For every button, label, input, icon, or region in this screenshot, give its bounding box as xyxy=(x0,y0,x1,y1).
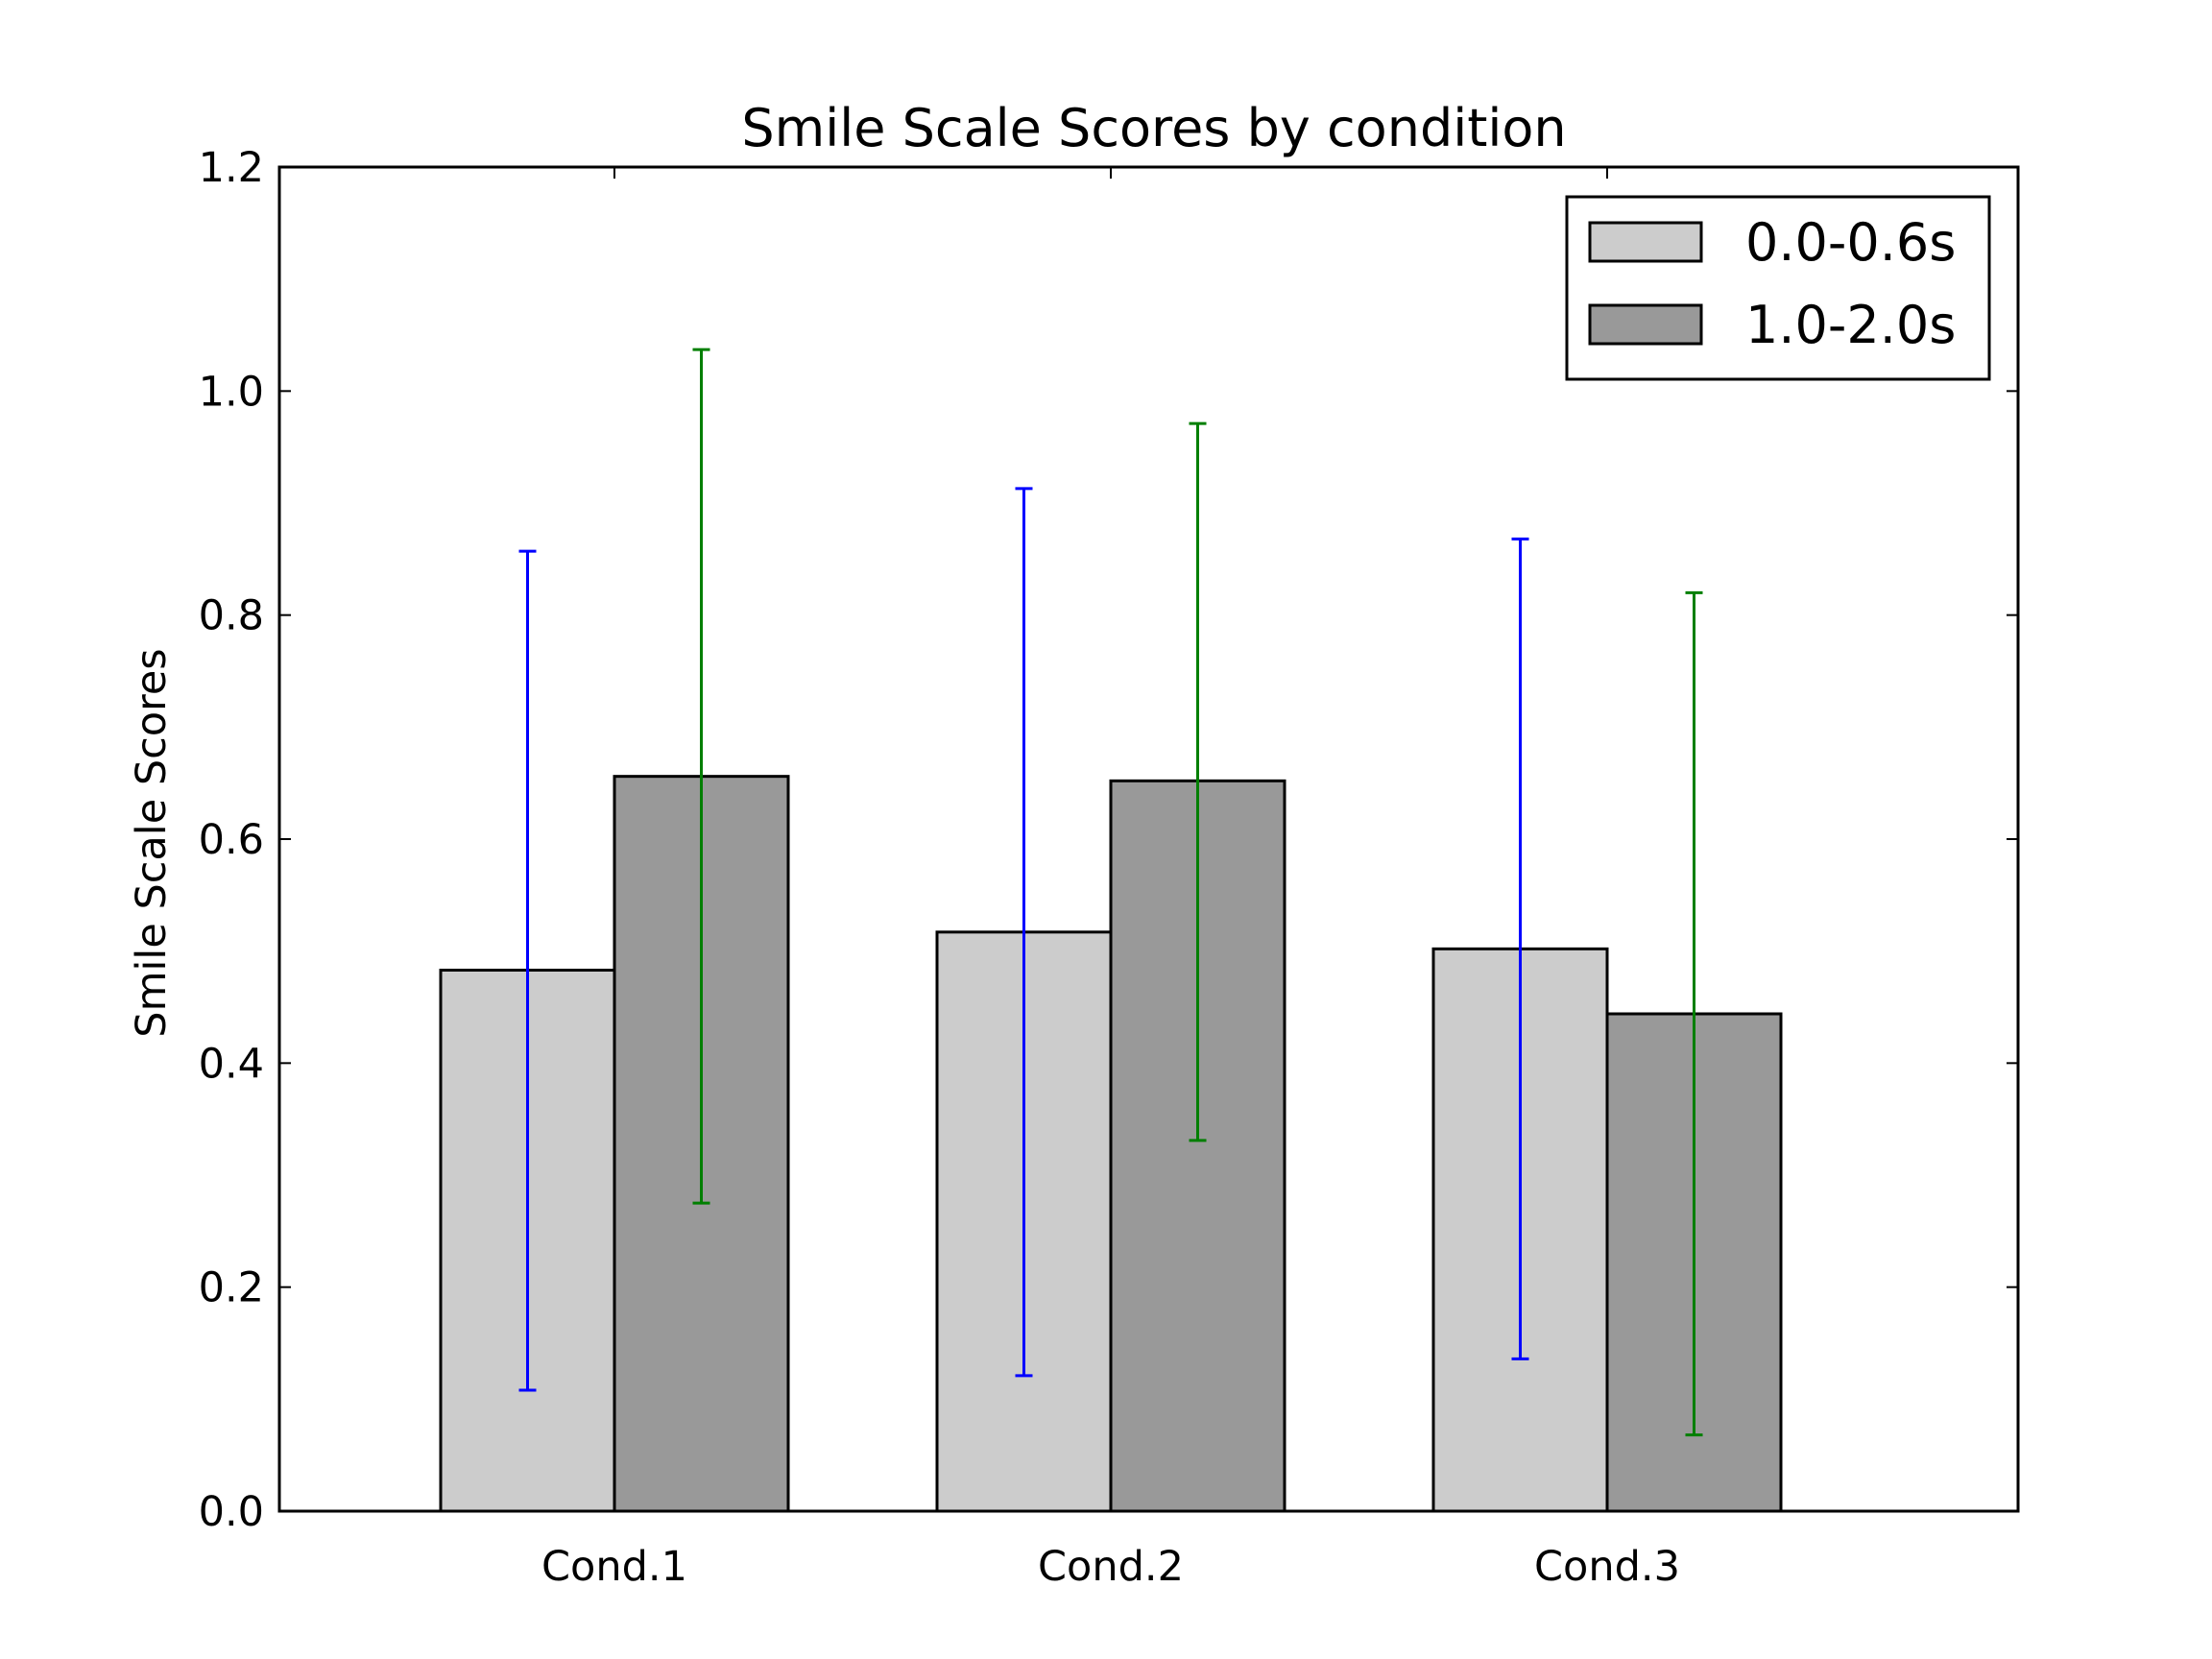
y-tick-label: 1.2 xyxy=(199,144,264,192)
y-tick-label: 0.2 xyxy=(199,1264,264,1312)
y-tick-label: 0.0 xyxy=(199,1488,264,1536)
y-tick-label: 0.8 xyxy=(199,592,264,640)
bars-group xyxy=(439,775,1783,1513)
error-bar-2-3 xyxy=(1685,590,1703,1437)
error-bar-2-2 xyxy=(1189,421,1207,1142)
y-tick-label: 0.6 xyxy=(199,816,264,864)
legend-label-2: 1.0-2.0s xyxy=(1745,295,1956,355)
y-axis-label: Smile Scale Scores xyxy=(128,648,176,1037)
error-bar-2-1 xyxy=(692,348,710,1205)
legend-swatch-1 xyxy=(1588,221,1703,263)
error-bar-1-3 xyxy=(1511,537,1529,1360)
error-bar-1-2 xyxy=(1015,487,1033,1378)
chart-title: Smile Scale Scores by condition xyxy=(741,98,1566,158)
legend: 0.0-0.6s 1.0-2.0s xyxy=(1565,195,1991,381)
x-tick-label: Cond.3 xyxy=(1534,1543,1680,1591)
legend-label-1: 0.0-0.6s xyxy=(1745,212,1956,273)
error-bar-1-1 xyxy=(518,549,537,1392)
x-tick-label: Cond.2 xyxy=(1038,1543,1184,1591)
y-tick-label: 0.4 xyxy=(199,1040,264,1088)
error-bars-group xyxy=(518,348,1703,1437)
axis-ticks-group: 0.0 0.2 0.4 0.6 0.8 1.0 1.2 Cond.1 Cond.2 Cond.3 xyxy=(199,144,2018,1591)
legend-swatch-2 xyxy=(1588,303,1703,346)
x-tick-label: Cond.1 xyxy=(541,1543,687,1591)
y-tick-label: 1.0 xyxy=(199,368,264,416)
